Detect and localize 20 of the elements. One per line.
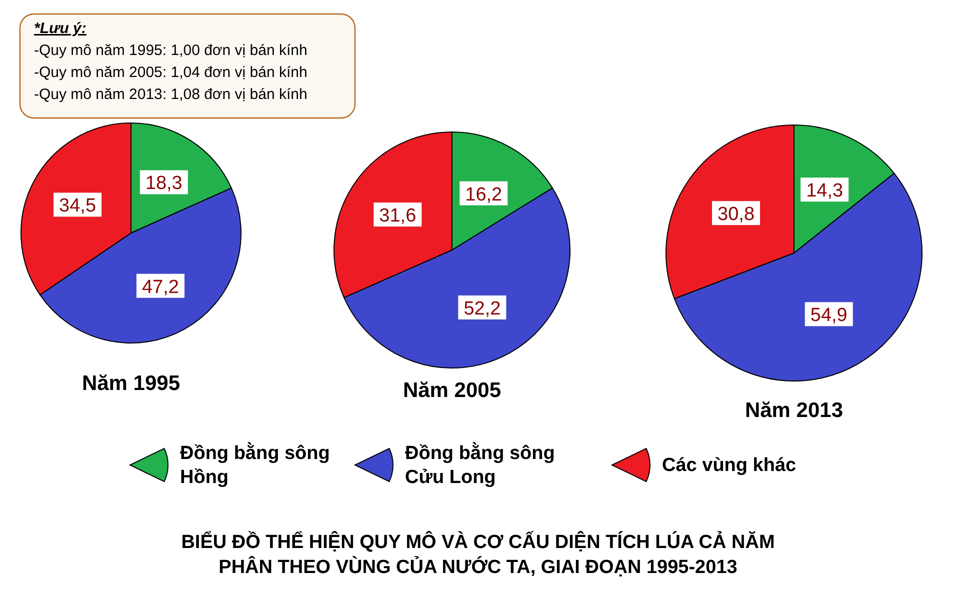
data-label: 34,5: [59, 196, 96, 217]
text: -Quy mô năm 2013: 1,08 đơn vị bán kính: [34, 86, 308, 103]
data-label: 14,3: [806, 180, 844, 202]
legend-label: Đồng bằng sông Cửu Long: [405, 442, 555, 488]
text: BIỂU ĐỒ THỂ HIỆN QUY MÔ VÀ CƠ CẤU DIỆN TÍCH LÚA CẢ NĂM PHÂN THEO VÙNG CỦA NƯỚC TA, GIAI ĐOẠN 1995-2013: [181, 530, 775, 578]
data-label: 18,3: [145, 173, 182, 194]
data-label: 31,6: [379, 206, 416, 227]
data-label: 52,2: [464, 298, 501, 320]
legend-label: Đồng bằng sông Hồng: [180, 442, 330, 488]
legend-label: Các vùng khác: [662, 455, 797, 476]
text: Năm 2005: [402, 379, 502, 402]
data-label: 54,9: [810, 305, 848, 326]
text: -Quy mô năm 2005: 1,04 đơn vị bán kính: [34, 64, 308, 81]
data-label: 16,2: [465, 184, 502, 206]
text: *Lưu ý:: [34, 20, 86, 37]
text: -Quy mô năm 1995: 1,00 đơn vị bán kính: [34, 42, 308, 59]
text: Năm 2013: [744, 399, 844, 422]
data-label: 30,8: [718, 204, 755, 226]
data-label: 47,2: [142, 276, 179, 298]
text: Năm 1995: [82, 372, 180, 395]
